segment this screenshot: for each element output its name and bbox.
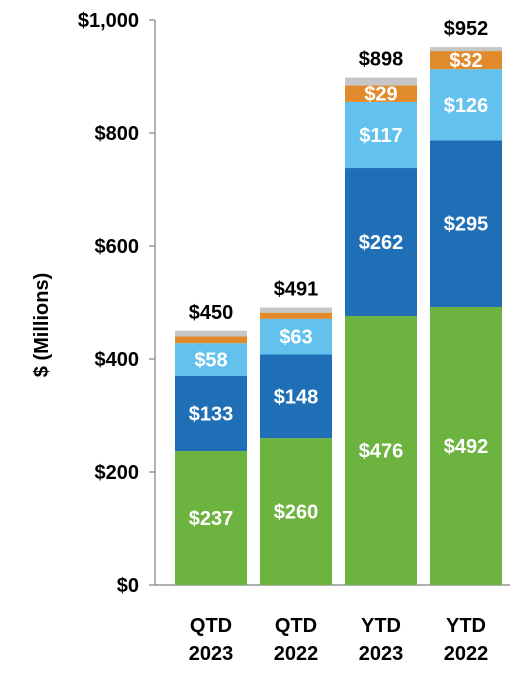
segment-value-label: $32 [449, 50, 482, 72]
y-tick-label: $200 [95, 462, 140, 484]
y-axis-label: $ (Millions) [31, 273, 53, 377]
bar-total-label: $491 [274, 279, 319, 301]
segment-value-label: $29 [364, 84, 397, 106]
bar-segment [260, 318, 332, 355]
bar-segment [260, 354, 332, 439]
bars [175, 47, 502, 585]
bar-segment [345, 77, 417, 86]
bar-segment [430, 51, 502, 70]
bar-total-label: $450 [189, 302, 234, 324]
bar-segment [175, 336, 247, 344]
bar-segment [175, 330, 247, 337]
y-tick-label: $600 [95, 236, 140, 258]
segment-value-label: $126 [444, 95, 489, 117]
bar-total-label: $952 [444, 18, 489, 40]
segment-value-label: $117 [359, 125, 402, 147]
x-category-label: 2022 [444, 643, 489, 665]
segment-value-label: $492 [444, 436, 489, 458]
bar-segment [175, 343, 247, 376]
y-tick-label: $0 [117, 575, 139, 597]
x-category-label: YTD [361, 615, 401, 637]
bar-segment [175, 375, 247, 452]
x-category-label: QTD [275, 615, 317, 637]
bar-segment [345, 168, 417, 317]
x-category-label: YTD [446, 615, 486, 637]
y-tick-label: $400 [95, 349, 140, 371]
segment-value-label: $295 [444, 214, 489, 236]
bar-segment [260, 438, 332, 585]
x-category-label: 2022 [274, 643, 319, 665]
x-category-label: 2023 [359, 643, 404, 665]
segment-value-label: $63 [279, 327, 312, 349]
axes: $0 $200 $400 $600 $800 $1,000 QTD 2023 QTD 2022 YT… [78, 10, 510, 665]
segment-value-label: $476 [359, 441, 404, 463]
bar-segment [430, 69, 502, 141]
bar-segment [430, 307, 502, 585]
segment-value-label: $133 [189, 404, 234, 426]
y-tick-label: $1,000 [78, 10, 139, 32]
x-category-label: 2023 [189, 643, 234, 665]
bar-segment [345, 316, 417, 585]
segment-value-label: $262 [359, 232, 404, 254]
bar-segment [345, 101, 417, 169]
segment-value-label: $260 [274, 502, 319, 524]
segment-value-label: $58 [194, 350, 227, 372]
x-category-label: QTD [190, 615, 232, 637]
bar-segment [430, 47, 502, 52]
bar-segment [345, 85, 417, 102]
bar-segment [260, 307, 332, 313]
labels: $237 $133 $58 $450 $260 $148 $63 $491 $476 $262 $1… [189, 18, 489, 530]
bar-total-label: $898 [359, 49, 404, 71]
segment-value-label: $237 [189, 508, 234, 530]
segment-value-label: $148 [274, 386, 319, 408]
bar-segment [430, 140, 502, 308]
bar-segment [260, 312, 332, 319]
y-tick-label: $800 [95, 123, 140, 145]
bar-segment [175, 451, 247, 585]
